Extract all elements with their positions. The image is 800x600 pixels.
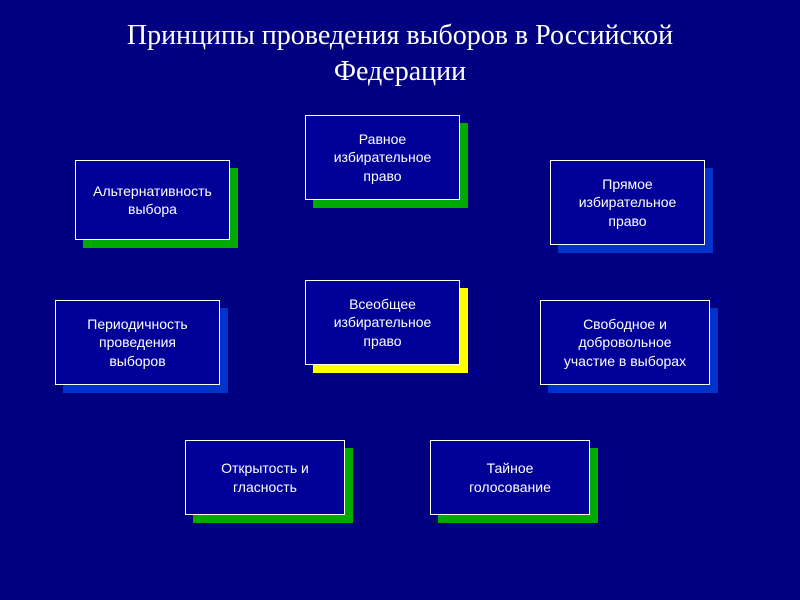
box-svobodnoe: Свободное идобровольноеучастие в выборах <box>540 300 710 385</box>
box-label: Периодичностьпроведениявыборов <box>55 300 220 385</box>
box-label: Альтернативностьвыбора <box>75 160 230 240</box>
box-pryamoe: Прямоеизбирательноеправо <box>550 160 705 245</box>
box-otkrytost: Открытость игласность <box>185 440 345 515</box>
page-title: Принципы проведения выборов в Российской… <box>0 0 800 91</box>
box-label: Тайноеголосование <box>430 440 590 515</box>
box-label: Всеобщееизбирательноеправо <box>305 280 460 365</box>
box-label: Открытость игласность <box>185 440 345 515</box>
box-periodichnost: Периодичностьпроведениявыборов <box>55 300 220 385</box>
box-tainoe: Тайноеголосование <box>430 440 590 515</box>
box-ravnoe: Равноеизбирательноеправо <box>305 115 460 200</box>
box-label: Свободное идобровольноеучастие в выборах <box>540 300 710 385</box>
box-vseobshchee: Всеобщееизбирательноеправо <box>305 280 460 365</box>
box-alternativnost: Альтернативностьвыбора <box>75 160 230 240</box>
box-label: Прямоеизбирательноеправо <box>550 160 705 245</box>
box-label: Равноеизбирательноеправо <box>305 115 460 200</box>
